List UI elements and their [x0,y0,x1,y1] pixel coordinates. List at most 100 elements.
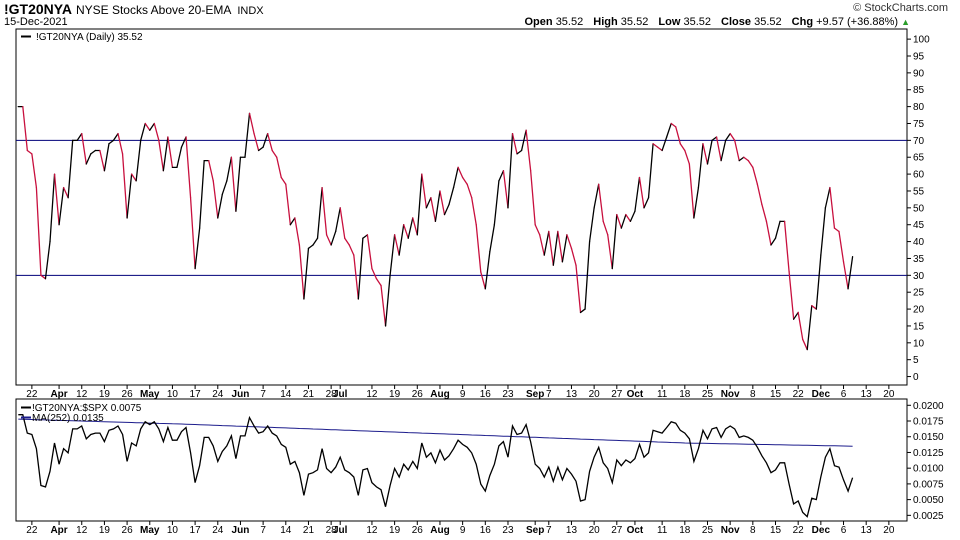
close-value: 35.52 [754,16,782,28]
stockcharts-logo: © StockCharts.com [853,2,948,14]
ratio-panel: 0.0025 0.0050 0.0075 0.0100 0.0125 0.0150 0.01… [15,398,944,536]
line-segment [489,224,496,253]
symbol-description: NYSE Stocks Above 20-EMA [75,3,232,17]
line-segment [393,234,400,256]
x-tick-label: 19 [99,525,111,536]
line-segment [339,207,346,239]
line-segment [357,237,364,300]
line-segment [833,227,840,233]
line-segment [629,210,636,222]
line-segment [498,170,505,182]
line-segment [185,136,192,199]
x-tick-label: 20 [589,525,601,536]
line-segment [330,230,337,246]
line-segment [693,186,700,219]
line-segment [271,149,278,158]
line-segment [824,186,831,209]
line-segment [616,213,622,229]
line-segment [335,207,341,233]
x-tick-label: 23 [502,389,514,400]
line-segment [711,136,718,142]
y-tick-label: 100 [913,35,930,46]
line-segment [829,186,836,229]
line-segment [212,180,219,219]
line-segment [448,186,455,206]
x-tick-label: 18 [679,389,691,400]
line-segment [294,217,301,246]
line-segment [403,224,409,239]
line-segment [480,271,486,290]
y-tick-label: 0.0200 [913,401,944,412]
line-segment [471,197,477,226]
x-tick-label: Jun [232,525,250,536]
line-segment [176,146,183,169]
y-tick-label: 75 [913,119,925,130]
line-segment [35,186,42,276]
line-segment [158,139,165,172]
line-segment [602,220,609,236]
x-tick-label: 26 [412,525,424,536]
x-tick-label: 12 [76,525,88,536]
x-tick-label: Aug [430,389,449,400]
line-segment [316,186,323,239]
line-segment [493,180,500,226]
line-segment [620,213,627,229]
line-segment [797,311,804,341]
line-segment [611,213,618,270]
line-segment [557,230,564,263]
y-tick-label: 40 [913,237,925,248]
line-segment [198,159,205,229]
line-segment [389,234,396,276]
y-tick-label: 15 [913,321,925,332]
ratio-legend: !GT20NYA:$SPX 0.0075 [32,403,142,414]
x-tick-label: Jul [333,525,348,536]
line-segment [715,136,722,162]
line-segment [820,207,827,256]
line-segment [656,146,663,152]
line-segment [529,170,536,226]
line-segment [303,247,310,300]
line-segment [40,274,47,280]
y-tick-label: 5 [913,355,919,366]
x-tick-label: 14 [280,525,292,536]
line-segment [516,149,523,155]
close-label: Close [721,16,752,28]
x-tick-label: 7 [260,525,266,536]
line-segment [298,244,305,300]
line-segment [543,230,550,256]
x-tick-label: 20 [589,389,601,400]
line-segment [539,234,545,256]
x-tick-label: Apr [50,389,67,400]
y-tick-label: 0 [913,372,919,383]
high-label: High [593,16,618,28]
line-segment [235,156,242,212]
x-tick-label: 26 [122,389,134,400]
y-tick-label: 0.0175 [913,417,944,428]
symbol-label: !GT20NYA [4,1,72,17]
y-tick-label: 0.0075 [913,479,944,490]
line-segment [593,183,600,209]
x-tick-label: 20 [883,525,895,536]
line-segment [421,173,428,209]
y-tick-label: 50 [913,203,925,214]
x-tick-label: 18 [679,525,691,536]
x-tick-label: 7 [546,525,552,536]
y-tick-label: 95 [913,51,925,62]
y-tick-label: 30 [913,271,925,282]
x-tick-label: Sep [526,389,544,400]
x-tick-label: May [140,389,160,400]
line-segment [697,143,704,189]
line-segment [584,240,591,310]
x-tick-label: 26 [122,525,134,536]
line-segment [684,149,691,165]
line-segment [452,166,459,189]
x-tick-label: 12 [366,389,378,400]
x-tick-label: 6 [841,389,847,400]
x-tick-label: 28 [326,389,338,400]
line-segment [135,139,142,182]
line-segment [802,338,808,351]
x-tick-label: 19 [389,389,401,400]
line-segment [652,143,659,148]
line-segment [208,159,214,182]
